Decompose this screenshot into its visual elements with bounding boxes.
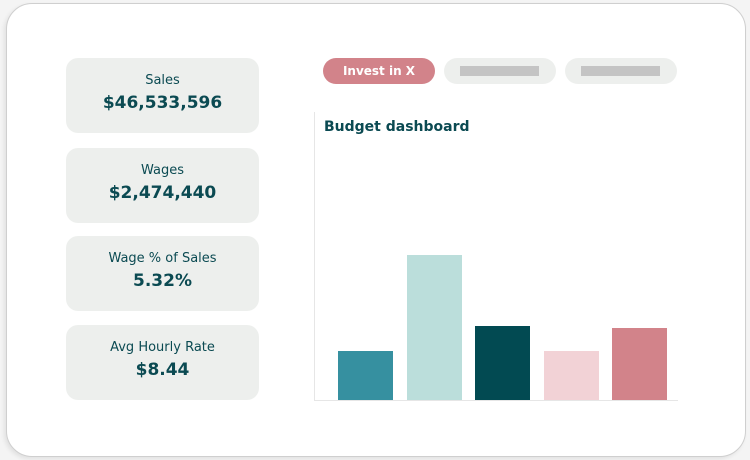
metric-label: Wages [140,163,184,178]
metric-card-wage-pct: Wage % of Sales 5.32% [66,236,259,311]
bar-1 [338,351,393,400]
bar-4 [543,351,599,400]
metric-value: $2,474,440 [108,183,217,203]
metric-label: Sales [145,73,180,88]
metric-value: $46,533,596 [102,93,223,113]
chart-title: Budget dashboard [324,119,470,135]
chart-x-axis [314,400,678,401]
tab-invest-in-x[interactable]: Invest in X [323,58,435,84]
bar-5 [612,328,667,400]
tab-placeholder-2[interactable] [565,58,677,84]
metric-card-sales: Sales $46,533,596 [66,58,259,133]
metric-label: Wage % of Sales [108,251,217,266]
bar-3 [475,326,530,400]
placeholder-text-bar [460,66,539,76]
metric-card-wages: Wages $2,474,440 [66,148,259,223]
placeholder-text-bar [581,66,660,76]
metric-value: 5.32% [133,271,192,291]
metric-label: Avg Hourly Rate [110,340,215,355]
metric-card-hourly-rate: Avg Hourly Rate $8.44 [66,325,259,400]
bar-2 [406,255,462,400]
chart-y-axis [314,112,315,401]
tab-placeholder-1[interactable] [444,58,556,84]
metric-value: $8.44 [135,360,190,380]
